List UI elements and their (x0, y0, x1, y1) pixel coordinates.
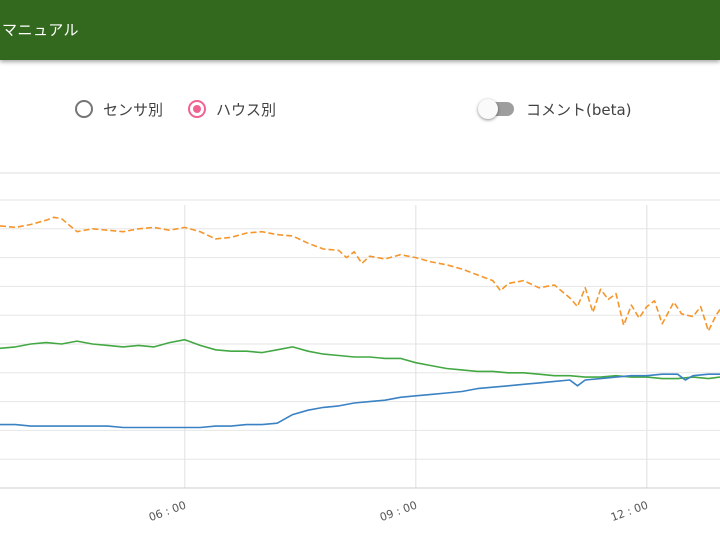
series-lines (0, 216, 720, 429)
radio-circle-icon (188, 100, 206, 118)
radio-by-house[interactable]: ハウス別 (188, 98, 276, 120)
radio-by-sensor[interactable]: センサ別 (75, 98, 163, 120)
series-line-2 (0, 373, 720, 429)
series-line-0 (0, 216, 720, 332)
comment-toggle-label: コメント(beta) (526, 100, 632, 119)
radio-circle-icon (75, 100, 93, 118)
section-divider (0, 172, 720, 174)
toggle-thumb (478, 99, 498, 119)
radio-by-house-label: ハウス別 (216, 100, 277, 119)
chart-controls: センサ別 ハウス別 コメント(beta) (0, 60, 720, 174)
radio-by-sensor-label: センサ別 (103, 100, 164, 119)
horizontal-gridlines (0, 199, 720, 489)
series-line-1 (0, 338, 720, 380)
vertical-gridlines (184, 205, 648, 488)
app-title: マニュアル (2, 21, 80, 39)
comment-toggle[interactable]: コメント(beta) (478, 98, 632, 120)
app-bar: マニュアル (0, 0, 720, 60)
toggle-track (478, 99, 514, 119)
